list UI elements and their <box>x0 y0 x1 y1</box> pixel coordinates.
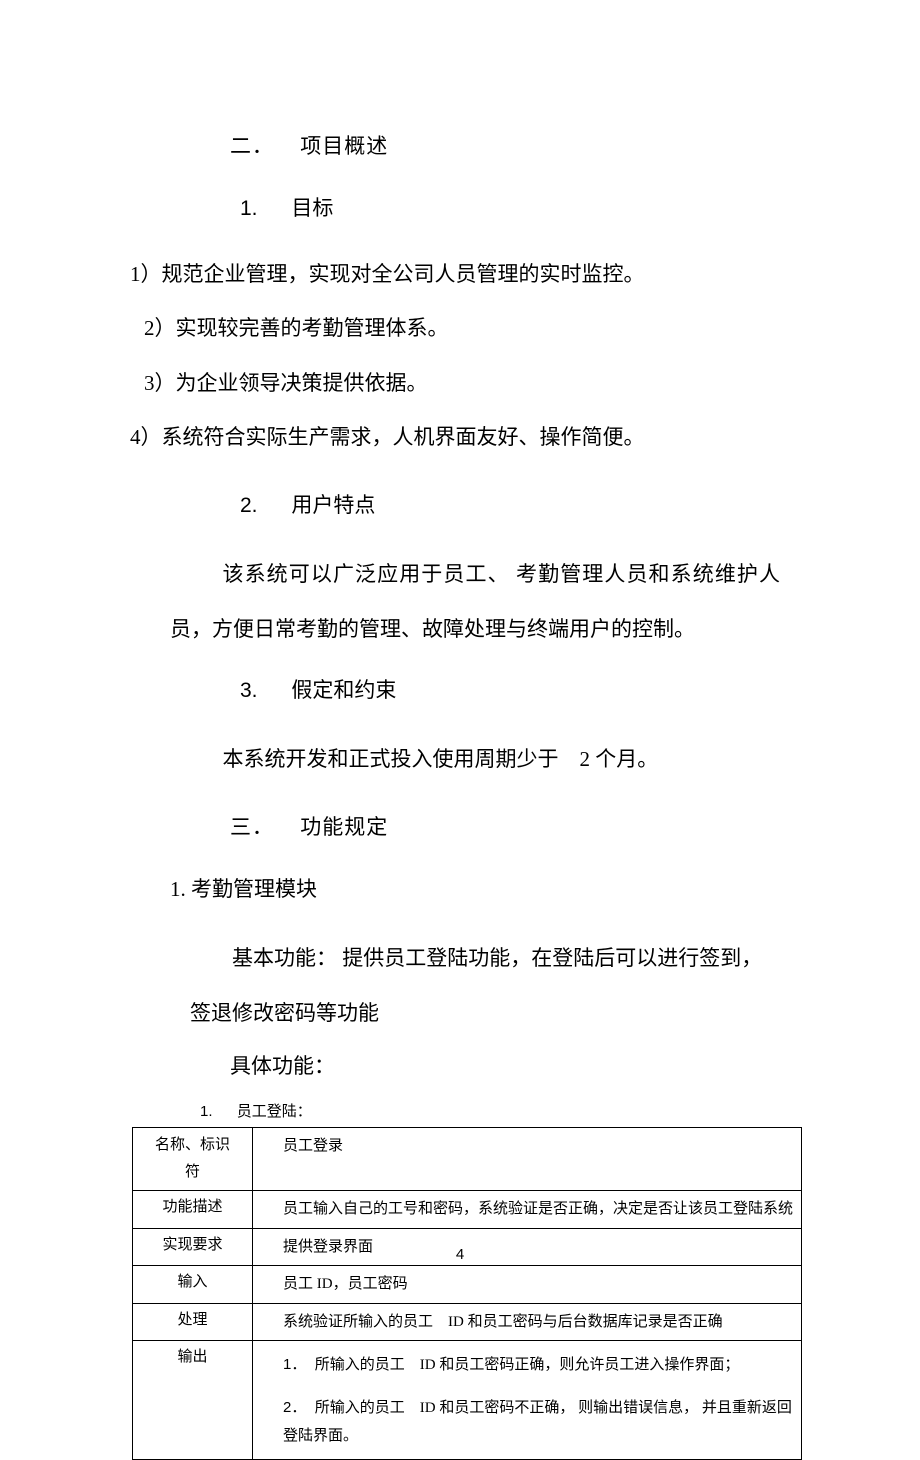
section-3-title: 功能规定 <box>300 815 388 839</box>
section-2-num: 二． <box>230 130 274 160</box>
table-content: 员工输入自己的工号和密码，系统验证是否正确，决定是否让该员工登陆系统 <box>253 1191 802 1229</box>
output-item-2: 2． 所输入的员工 ID 和员工密码不正确， 则输出错误信息， 并且重新返回登陆… <box>283 1394 795 1451</box>
table-content: 提供登录界面 <box>253 1228 802 1266</box>
sub-heading-3: 3. 假定和约束 <box>240 674 790 704</box>
para-2: 该系统可以广泛应用于员工、 考勤管理人员和系统维护人员，方便日常考勤的管理、故障… <box>170 547 780 656</box>
output-1-num: 1． <box>283 1351 311 1380</box>
sub-3-num: 3. <box>240 679 258 703</box>
detail-func-heading: 具体功能： <box>230 1050 790 1080</box>
table-row: 名称、标识符 员工登录 <box>133 1128 802 1191</box>
goal-4: 4）系统符合实际生产需求，人机界面友好、操作简便。 <box>130 413 790 461</box>
sub-heading-1: 1. 目标 <box>240 192 790 222</box>
table-row-output: 输出 1． 所输入的员工 ID 和员工密码正确，则允许员工进入操作界面； 2． … <box>133 1341 802 1460</box>
output-2-text: 所输入的员工 ID 和员工密码不正确， 则输出错误信息， 并且重新返回登陆界面。 <box>283 1400 792 1445</box>
table-label: 处理 <box>133 1303 253 1341</box>
sub-2-title: 用户特点 <box>291 493 375 517</box>
table-item-1-title: 员工登陆： <box>237 1104 312 1120</box>
output-2-num: 2． <box>283 1394 311 1423</box>
section-3-num: 三． <box>230 811 274 841</box>
sub-1-title: 目标 <box>291 196 333 220</box>
table-item-1-num: 1. <box>200 1103 213 1120</box>
sub-1-num: 1. <box>240 197 258 221</box>
table-label: 实现要求 <box>133 1228 253 1266</box>
table-item-1-heading: 1. 员工登陆： <box>200 1100 790 1121</box>
sub-2-num: 2. <box>240 494 258 518</box>
table-row: 实现要求 提供登录界面 <box>133 1228 802 1266</box>
section-2-title: 项目概述 <box>300 134 388 158</box>
sub-heading-2: 2. 用户特点 <box>240 489 790 519</box>
table-row: 功能描述 员工输入自己的工号和密码，系统验证是否正确，决定是否让该员工登陆系统 <box>133 1191 802 1229</box>
table-content: 系统验证所输入的员工 ID 和员工密码与后台数据库记录是否正确 <box>253 1303 802 1341</box>
function-table: 名称、标识符 员工登录 功能描述 员工输入自己的工号和密码，系统验证是否正确，决… <box>132 1127 802 1460</box>
basic-func: 基本功能： 提供员工登陆功能，在登陆后可以进行签到，签退修改密码等功能 <box>190 931 780 1040</box>
table-label: 输入 <box>133 1266 253 1304</box>
goal-1: 1）规范企业管理，实现对全公司人员管理的实时监控。 <box>130 250 790 298</box>
para-3: 本系统开发和正式投入使用周期少于 2 个月。 <box>170 732 780 787</box>
table-row: 处理 系统验证所输入的员工 ID 和员工密码与后台数据库记录是否正确 <box>133 1303 802 1341</box>
goal-2: 2）实现较完善的考勤管理体系。 <box>144 304 790 352</box>
table-content: 员工 ID，员工密码 <box>253 1266 802 1304</box>
section-3-heading: 三． 功能规定 <box>230 811 790 841</box>
sub-3-title: 假定和约束 <box>291 678 396 702</box>
page-number: 4 <box>456 1246 464 1263</box>
output-1-text: 所输入的员工 ID 和员工密码正确，则允许员工进入操作界面； <box>315 1357 740 1373</box>
table-content: 员工登录 <box>253 1128 802 1191</box>
module-1-heading: 1. 考勤管理模块 <box>170 873 790 903</box>
table-label-output: 输出 <box>133 1341 253 1460</box>
section-2-heading: 二． 项目概述 <box>230 130 790 160</box>
table-label: 功能描述 <box>133 1191 253 1229</box>
output-item-1: 1． 所输入的员工 ID 和员工密码正确，则允许员工进入操作界面； <box>283 1351 795 1380</box>
table-label: 名称、标识符 <box>133 1128 253 1191</box>
table-content-output: 1． 所输入的员工 ID 和员工密码正确，则允许员工进入操作界面； 2． 所输入… <box>253 1341 802 1460</box>
table-row: 输入 员工 ID，员工密码 <box>133 1266 802 1304</box>
goal-3: 3）为企业领导决策提供依据。 <box>144 359 790 407</box>
